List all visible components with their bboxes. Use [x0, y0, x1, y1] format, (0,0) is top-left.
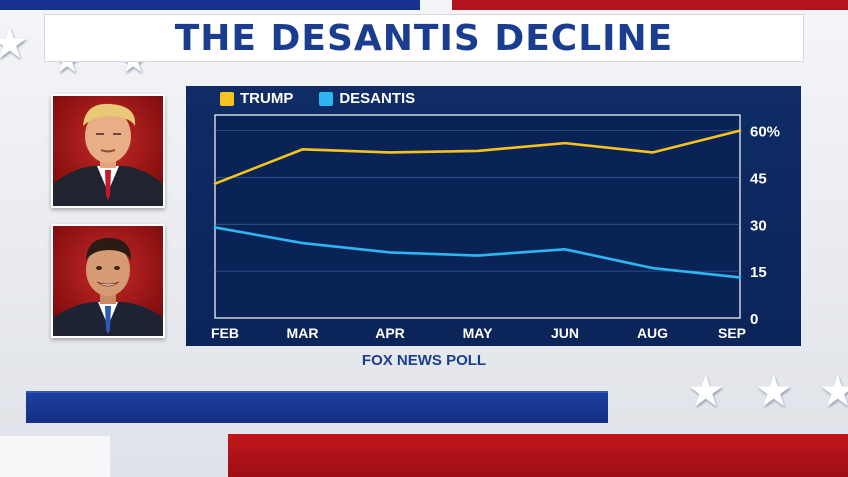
legend-swatch-trump	[220, 91, 234, 106]
y-tick-label: 60%	[750, 124, 780, 141]
lower-blue-bar	[26, 391, 608, 423]
y-tick-label: 15	[750, 264, 767, 281]
lower-red-bar	[228, 434, 848, 477]
lower-white-block	[0, 436, 110, 477]
portrait-trump-icon	[53, 103, 163, 206]
y-tick-label: 30	[750, 217, 767, 234]
chart-source: FOX NEWS POLL	[361, 352, 487, 369]
y-tick-label: 0	[750, 311, 758, 328]
legend-label-desantis: DESANTIS	[339, 90, 416, 107]
x-tick-label: FEB	[211, 325, 239, 341]
legend-item-trump: TRUMP	[220, 90, 293, 107]
legend-item-desantis: DESANTIS	[319, 90, 415, 107]
star-icon: ★	[686, 366, 726, 417]
star-icon: ★	[754, 366, 794, 417]
legend-swatch-desantis	[319, 91, 334, 106]
line-chart: 0 15 30 45 60% FEB MAR APR MAY JUN AUG SEP	[211, 114, 780, 341]
star-icon: ★	[818, 366, 848, 417]
title-band: THE DESANTIS DECLINE	[44, 14, 804, 62]
chart-legend: TRUMP DESANTIS	[220, 90, 415, 107]
plot-area	[214, 114, 741, 319]
portrait-desantis-icon	[53, 238, 163, 336]
top-red-stripe	[452, 0, 848, 10]
x-tick-label: MAY	[463, 325, 493, 341]
x-tick-label: SEP	[718, 325, 746, 341]
star-icon: ★	[0, 18, 30, 69]
x-tick-label: MAR	[287, 325, 319, 341]
avatar-trump	[51, 94, 165, 208]
x-tick-label: JUN	[551, 325, 579, 341]
chart-panel: TRUMP DESANTIS 0 15 30 45 60% FEB MAR APR MAY JUN…	[186, 86, 801, 346]
series-line-trump	[213, 129, 742, 186]
x-tick-label: AUG	[637, 325, 668, 341]
page-title: THE DESANTIS DECLINE	[174, 17, 674, 59]
series-line-desantis	[213, 226, 742, 279]
x-tick-label: APR	[375, 325, 405, 341]
top-blue-stripe	[0, 0, 420, 10]
avatar-desantis	[51, 224, 165, 338]
legend-label-trump: TRUMP	[240, 90, 294, 107]
y-tick-label: 45	[750, 170, 767, 187]
